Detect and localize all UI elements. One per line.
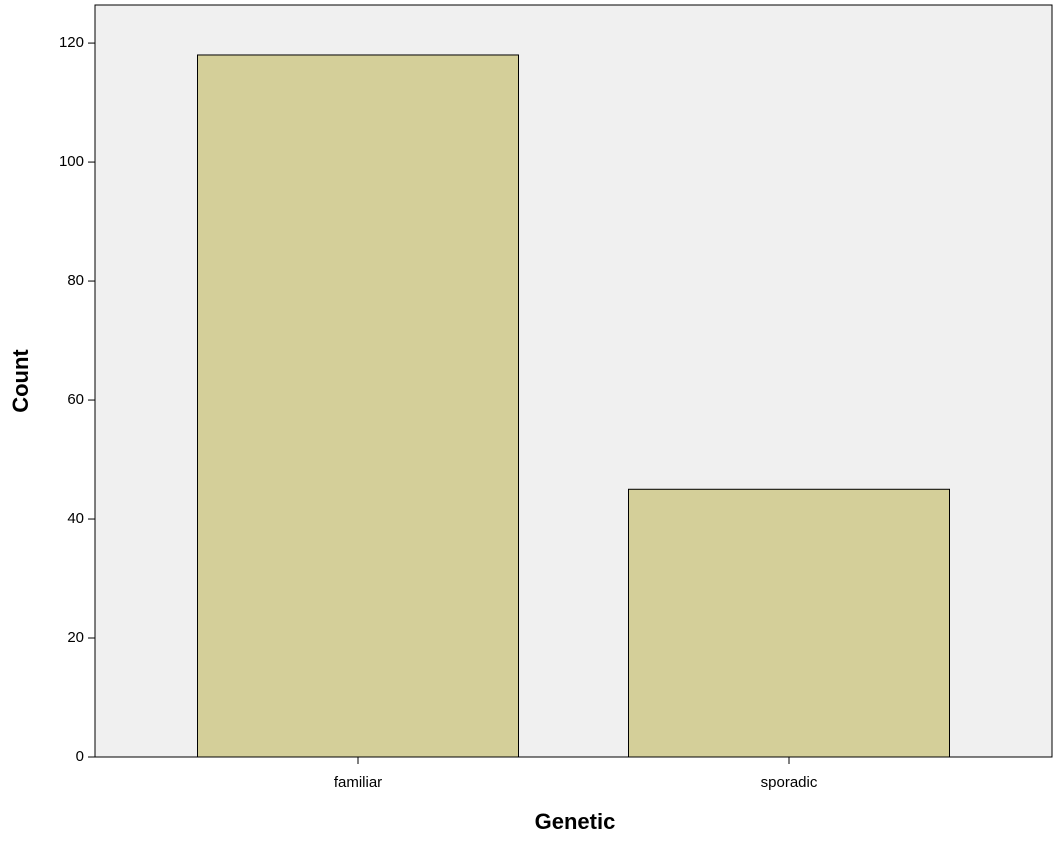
y-tick-label: 80	[67, 272, 84, 289]
y-tick-label: 120	[59, 34, 84, 51]
y-tick-label: 20	[67, 629, 84, 646]
x-axis-title: Genetic	[535, 809, 616, 834]
y-tick-label: 40	[67, 510, 84, 527]
y-tick-label: 60	[67, 391, 84, 408]
y-axis-title: Count	[8, 349, 33, 413]
bar	[197, 54, 519, 758]
x-tick-label: familiar	[334, 774, 382, 791]
bar	[628, 488, 950, 758]
x-tick-label: sporadic	[761, 774, 818, 791]
y-tick-label: 100	[59, 153, 84, 170]
y-tick-label: 0	[76, 748, 84, 765]
